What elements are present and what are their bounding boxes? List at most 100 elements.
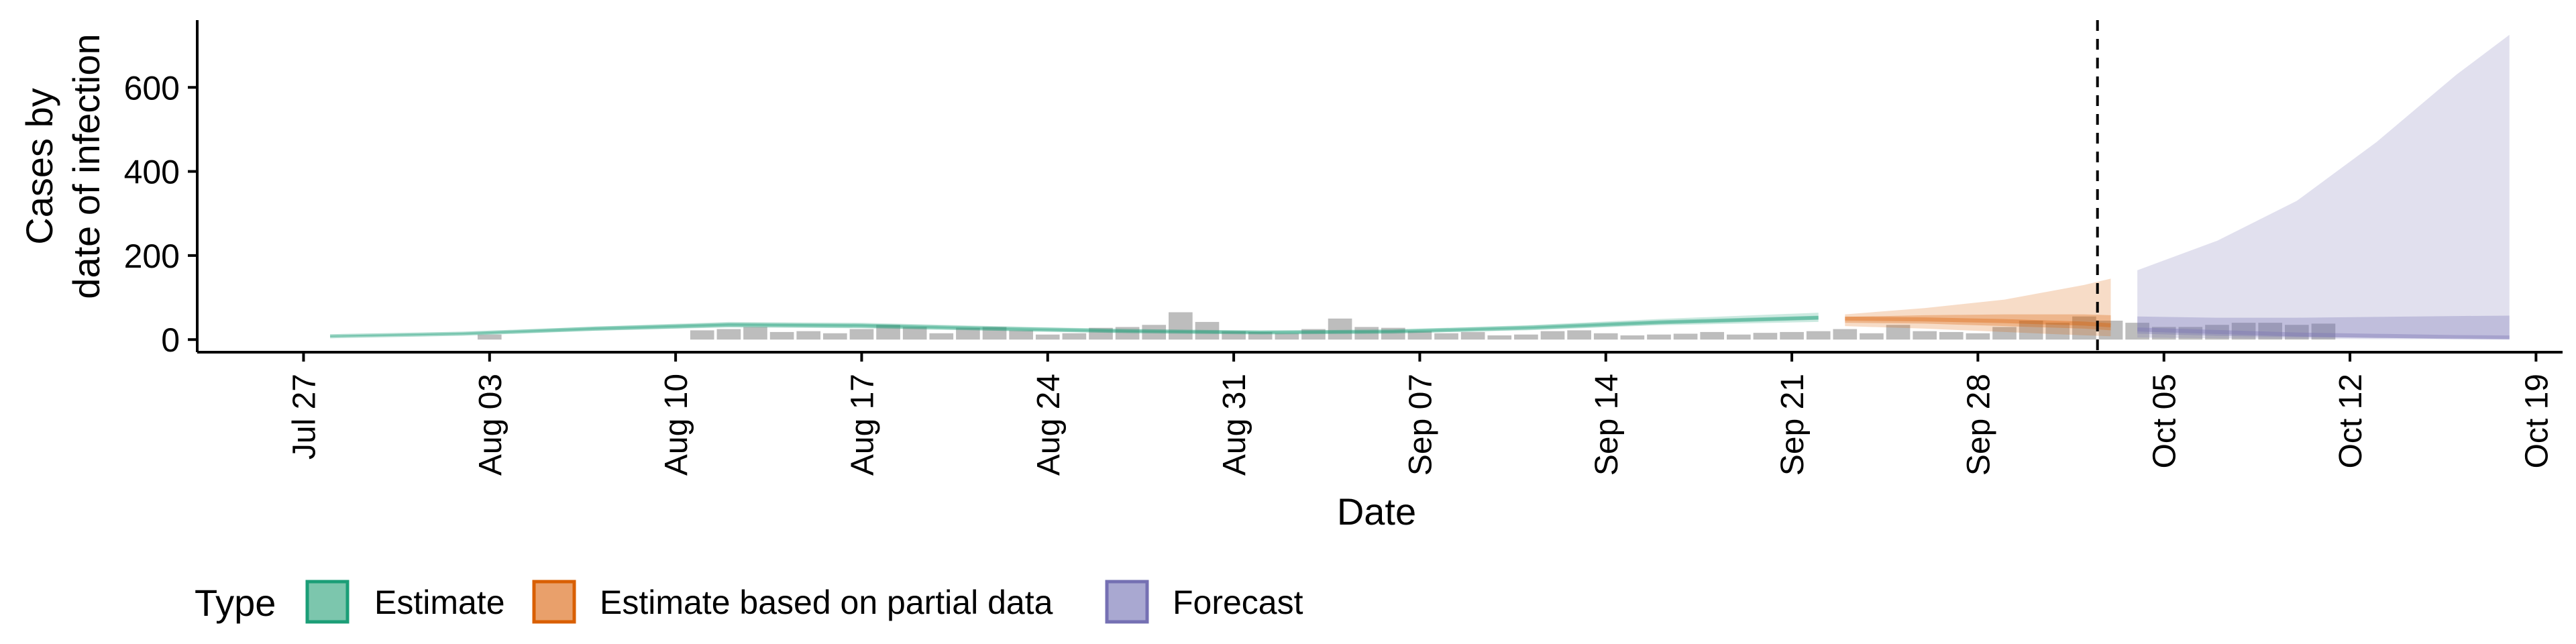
observed-cases-bar [1780,331,1804,340]
observed-cases-bar [1913,331,1937,340]
x-tick-label: Aug 31 [1217,374,1252,476]
observed-cases-bar [1647,334,1671,340]
y-axis-title-line-1: Cases by [18,88,60,244]
observed-cases-bar [2205,325,2229,340]
observed-cases-bar [2125,323,2149,340]
observed-cases-bar [1035,334,1060,340]
observed-cases-bar [1939,331,1964,340]
y-tick-label: 0 [161,321,180,359]
observed-cases-bar [1992,327,2017,340]
observed-cases-bar [796,331,821,340]
observed-cases-bar [1275,333,1299,340]
observed-cases-bar [1301,329,1326,340]
observed-cases-bar [1142,325,1167,340]
estimate-partial-band-90 [1845,278,2111,337]
x-tick-label: Jul 27 [286,374,322,460]
estimate-partial-median-line [1845,316,2111,327]
observed-cases-bar [1727,334,1751,340]
observed-cases-bar [1169,312,1193,340]
x-tick-label: Oct 05 [2147,374,2183,468]
y-ticks: 0 200 400 600 [124,69,197,359]
x-tick-label: Aug 10 [659,374,694,476]
x-tick-label: Aug 17 [845,374,880,476]
observed-cases-bar [1833,329,1858,340]
x-tick-label: Sep 21 [1775,374,1811,476]
observed-cases-bar [2072,316,2096,340]
legend-label-forecast: Forecast [1173,584,1303,621]
x-tick-label: Sep 28 [1961,374,1996,476]
observed-cases-bar [2178,327,2203,340]
observed-cases-bar [1567,330,1591,340]
observed-cases-bar [1966,333,1990,340]
x-axis-title: Date [1337,490,1416,533]
observed-cases-bar [902,327,927,340]
observed-cases-bar [1620,335,1645,340]
observed-cases-bar [1222,331,1246,340]
legend-swatch-forecast [1105,580,1149,624]
observed-cases-bar [1460,331,1485,340]
observed-cases-bar [1700,331,1725,340]
observed-cases-bar [2231,323,2256,340]
observed-cases-bar [1886,325,1911,340]
forecast-median-line [2137,327,2510,340]
observed-cases-bar [1248,331,1273,340]
y-tick-label: 600 [124,69,180,107]
legend: Type Estimate Estimate based on partial … [195,580,1303,624]
observed-cases-bar [1540,331,1565,340]
observed-cases-bar [1328,318,1352,340]
observed-cases-bar [1089,327,1113,340]
observed-cases-bar [2151,327,2176,340]
observed-cases-bar [929,333,954,340]
legend-label-estimate: Estimate [374,584,505,621]
observed-cases-bar [769,331,794,340]
observed-cases-bar [823,333,847,340]
observed-cases-bar [1753,333,1778,340]
observed-cases-bar [1487,335,1512,340]
estimate-median-line [330,315,1819,339]
x-tick-label: Oct 19 [2519,374,2555,468]
observed-cases-bar [2284,325,2309,340]
observed-cases-bar [956,327,980,340]
observed-cases-bar [1673,333,1698,340]
observed-cases-bar [1381,327,1405,340]
x-tick-label: Oct 12 [2333,374,2369,468]
observed-cases-bar [743,327,767,340]
estimate-partial-band-50 [1845,314,2111,331]
observed-cases-bar [876,325,900,340]
observed-cases-bar [2258,323,2283,340]
observed-cases-bar [1115,327,1140,340]
observed-cases-bar [2311,323,2336,340]
observed-cases-bar [1860,333,1884,340]
observed-cases-bar [716,329,741,340]
x-tick-label: Aug 03 [473,374,508,476]
observed-cases-bar [1354,327,1379,340]
observed-cases-bar [1009,330,1033,340]
plot-area [330,20,2510,352]
x-tick-label: Sep 14 [1589,374,1625,476]
observed-cases-bar [2098,321,2123,340]
observed-cases-bar [1434,333,1458,340]
legend-label-estimate-partial: Estimate based on partial data [600,584,1053,621]
observed-cases-bar [1062,333,1087,340]
estimate-band-90 [330,313,1819,337]
legend-title: Type [195,582,276,624]
observed-cases-bar [477,334,502,340]
x-ticks: Jul 27 Aug 03 Aug 10 Aug 17 Aug 24 Aug 31 Sep … [286,352,2555,476]
y-axis-title-line-2: date of infection [65,34,107,299]
x-tick-label: Aug 24 [1031,374,1067,476]
forecast-band-90 [2137,34,2510,340]
observed-cases-bar [982,327,1007,340]
observed-cases-bar [1195,321,1220,340]
x-tick-label: Sep 07 [1403,374,1438,476]
y-tick-label: 400 [124,154,180,191]
axes: 0 200 400 600 Jul 27 Aug 03 Aug 10 Aug 17 Aug 2… [124,20,2563,476]
observed-cases-bar [2019,321,2043,340]
observed-cases-bar [1407,331,1432,340]
observed-cases-bar [1806,331,1831,340]
forecast-band-50 [2137,315,2510,339]
observed-cases-bar [690,330,714,340]
observed-cases-bar [1593,333,1618,340]
y-tick-label: 200 [124,237,180,275]
legend-swatch-estimate [305,580,350,624]
